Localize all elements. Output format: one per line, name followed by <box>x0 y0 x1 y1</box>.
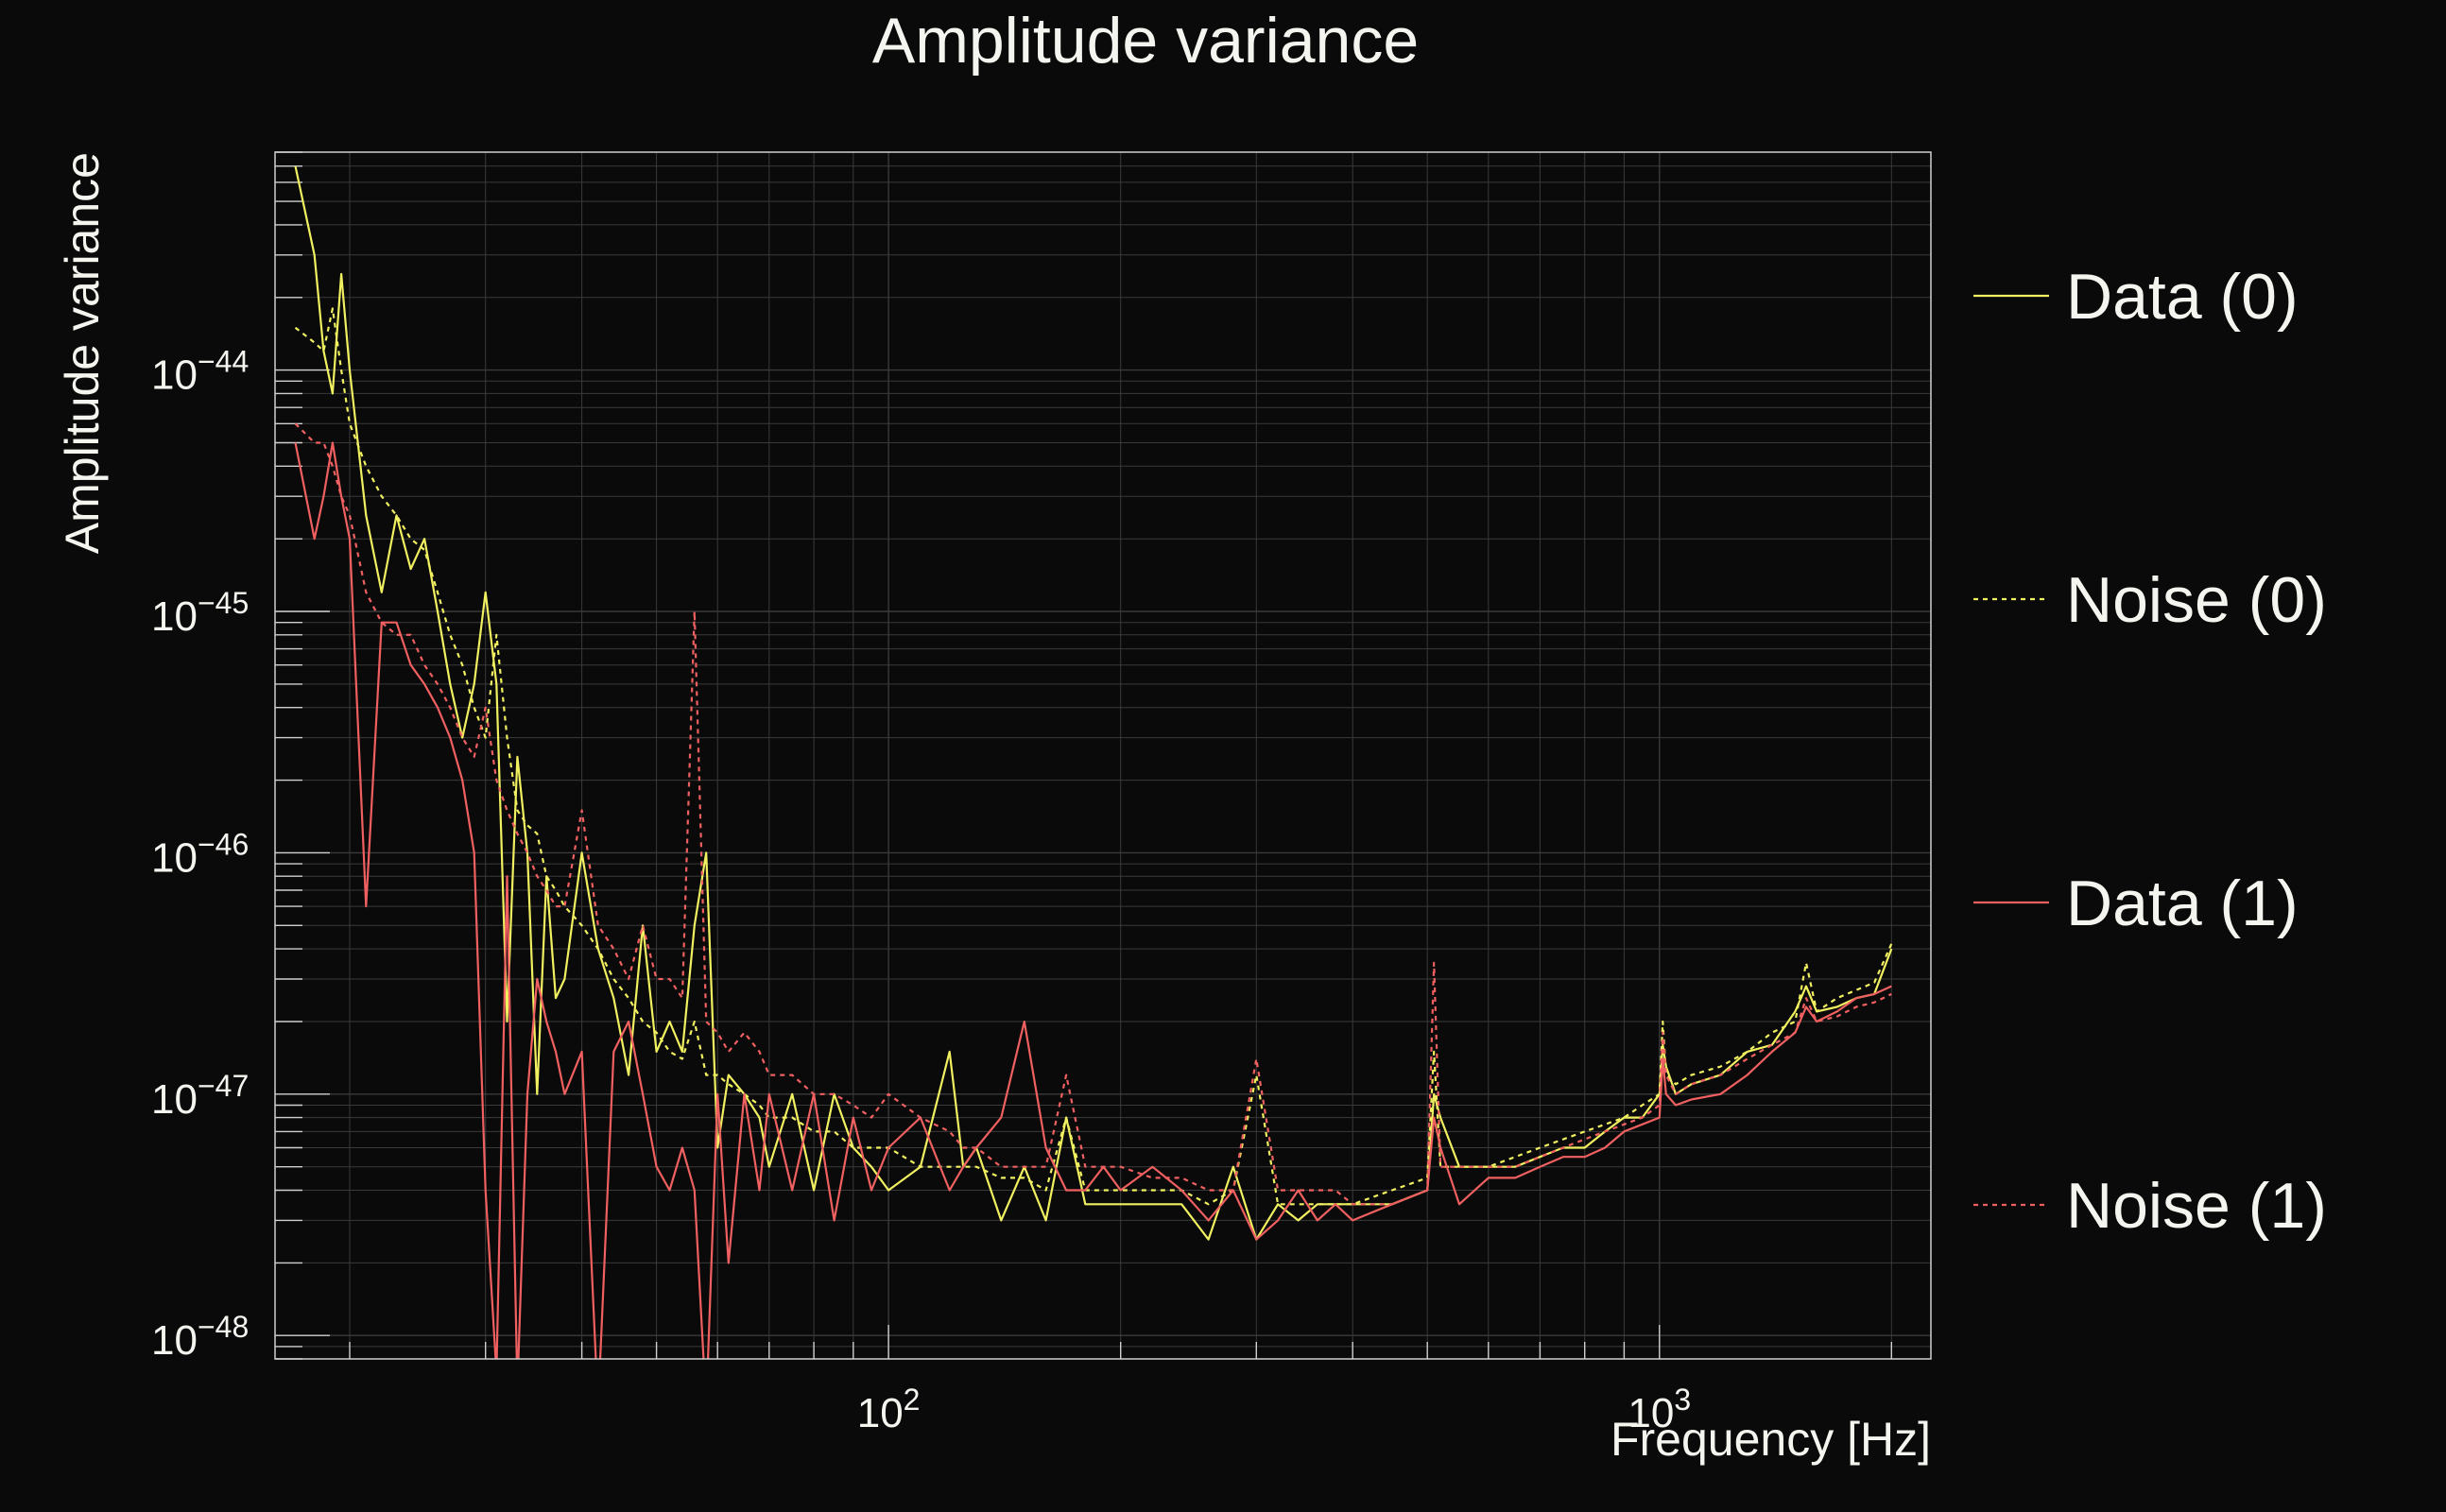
y-tick-label: 10−47 <box>151 1069 249 1123</box>
y-tick-label: 10−45 <box>151 586 249 640</box>
x-tick-label: 103 <box>1628 1383 1691 1436</box>
legend: Data (0) Noise (0) Data (1) Noise (1) <box>1973 261 2327 1242</box>
axis-ticks <box>275 151 1893 1360</box>
x-axis-label: Frequency [Hz] <box>1611 1413 1931 1466</box>
series-layer <box>294 165 1893 1359</box>
legend-label: Data (0) <box>2066 261 2299 333</box>
y-tick-labels: 10−44 10−45 10−46 10−47 10−48 <box>151 345 249 1365</box>
grid-lines <box>275 151 1931 1360</box>
legend-label: Noise (1) <box>2066 1170 2327 1242</box>
y-tick-label: 10−44 <box>151 345 249 399</box>
series-line-3 <box>294 441 1892 1359</box>
y-tick-label: 10−48 <box>151 1310 249 1364</box>
y-axis-label: Amplitude variance <box>56 152 109 554</box>
series-line-2 <box>294 307 1893 1206</box>
chart-title: Amplitude variance <box>872 5 1419 77</box>
x-tick-label: 102 <box>857 1383 921 1436</box>
legend-label: Noise (0) <box>2066 564 2327 636</box>
series-line-4 <box>294 422 1892 1206</box>
plot-frame <box>274 151 1932 1360</box>
series-line-1 <box>294 165 1893 1241</box>
legend-label: Data (1) <box>2066 868 2299 939</box>
y-tick-label: 10−46 <box>151 827 249 881</box>
x-tick-labels: 102 103 <box>857 1383 1691 1436</box>
